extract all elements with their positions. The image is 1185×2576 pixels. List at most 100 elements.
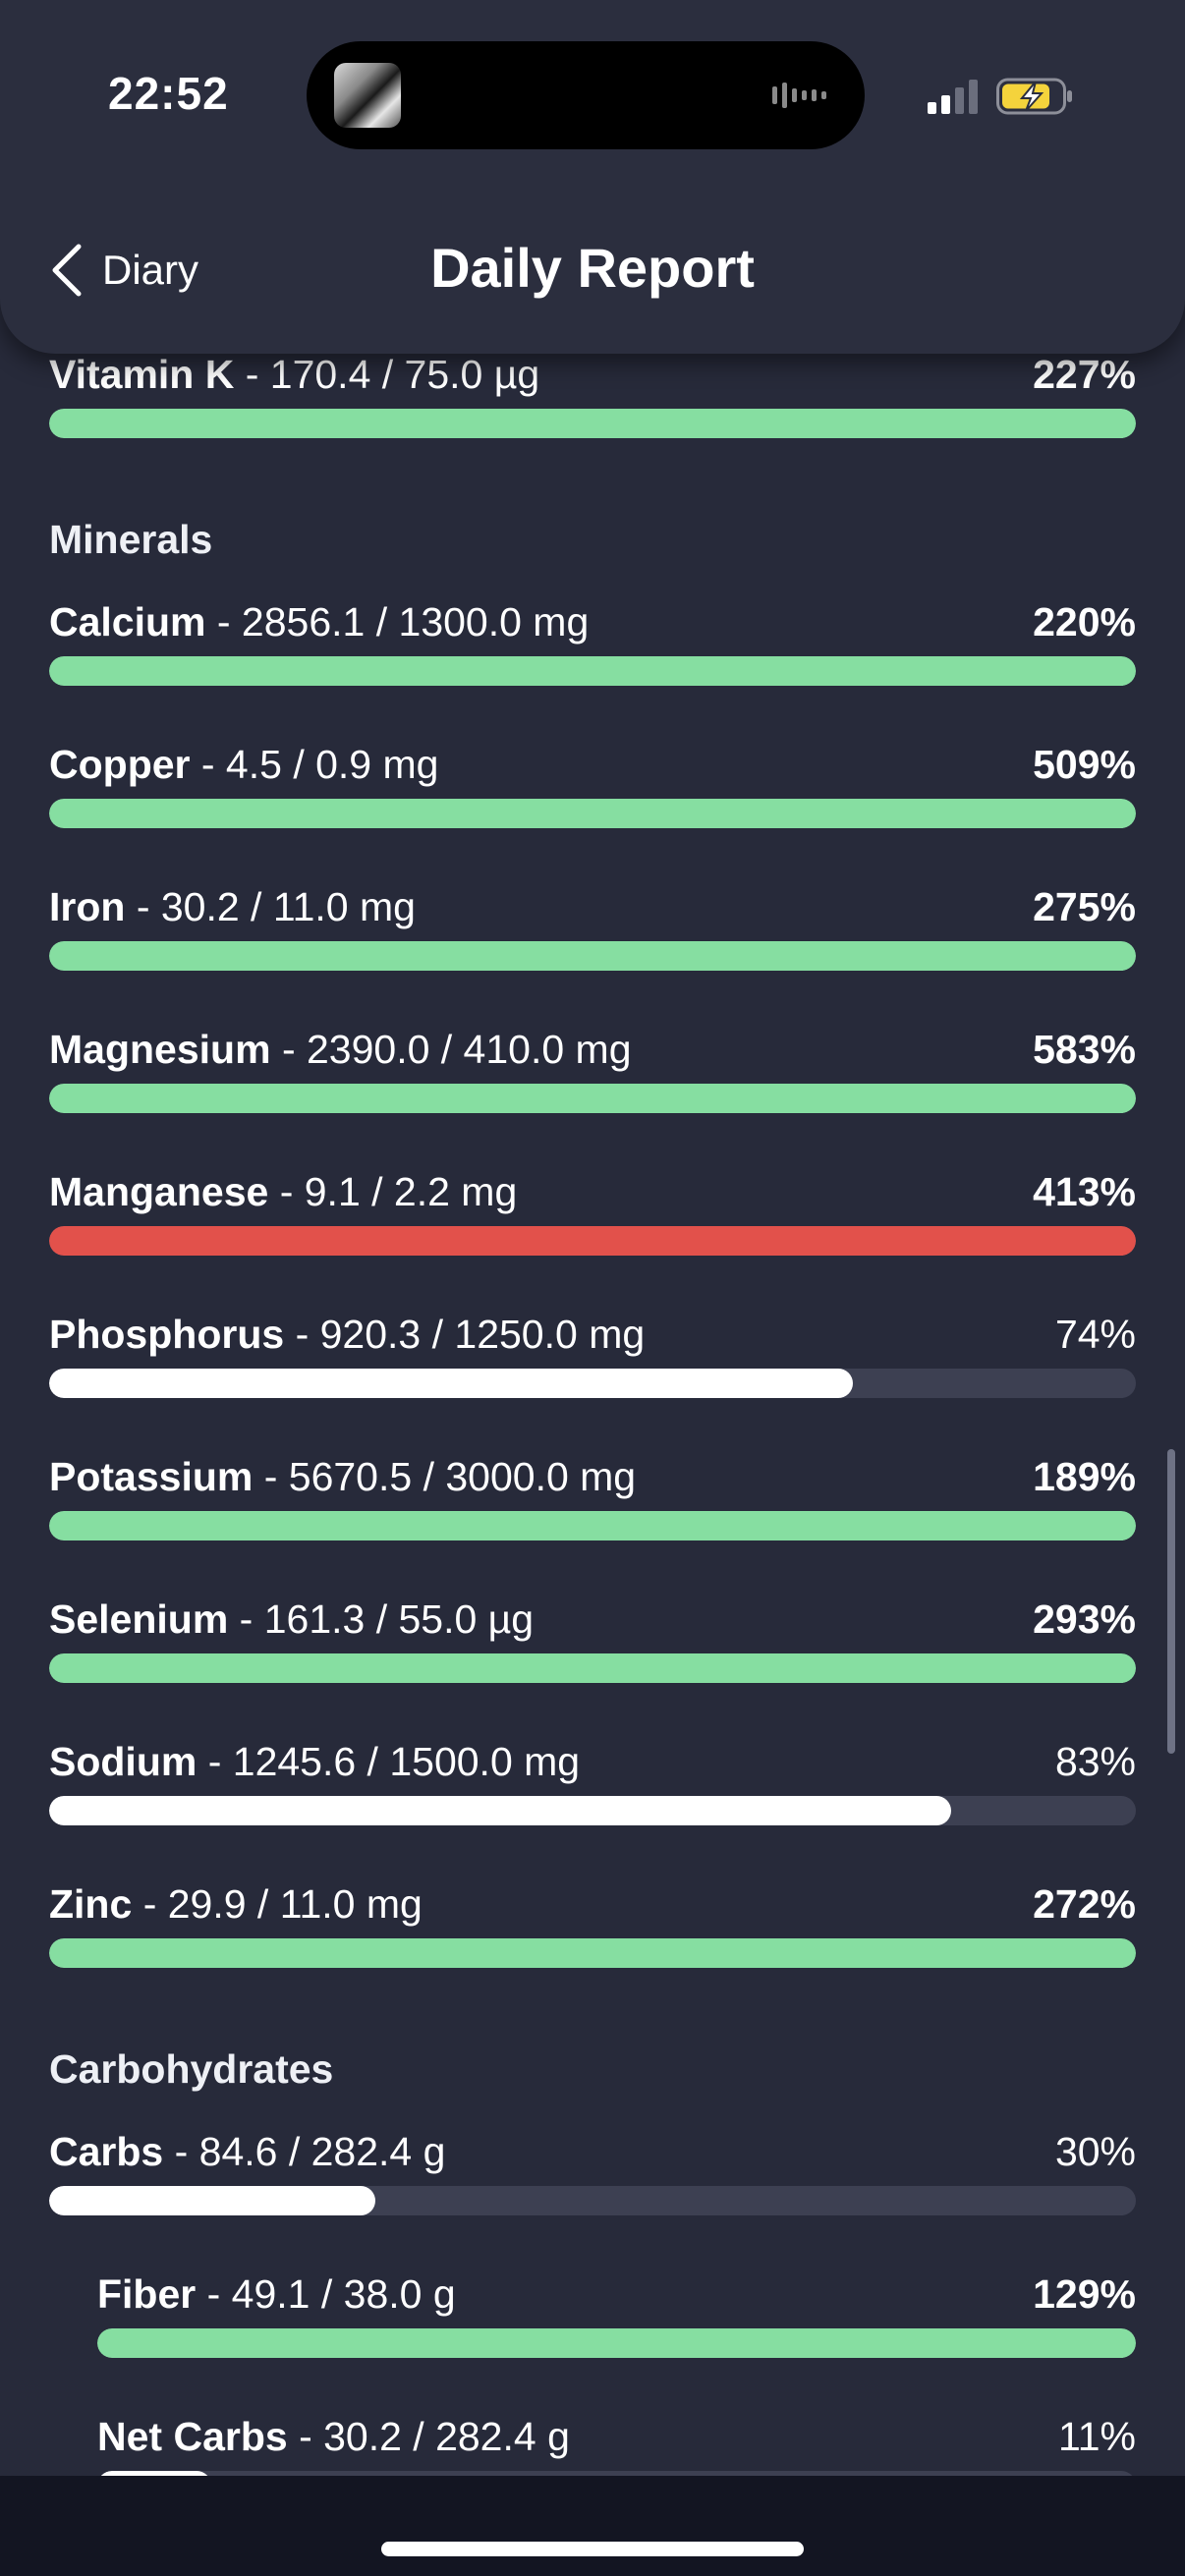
home-bar-area: [0, 2476, 1185, 2576]
progress-bar: [49, 2186, 1136, 2215]
progress-bar: [49, 1938, 1136, 1968]
nutrient-percent: 413%: [1033, 1169, 1136, 1214]
nutrient-amount: - 49.1 / 38.0 g: [196, 2271, 456, 2317]
nutrient-amount: - 161.3 / 55.0 µg: [228, 1596, 535, 1642]
progress-bar: [97, 2471, 1136, 2476]
nutrient-amount: - 2390.0 / 410.0 mg: [270, 1027, 632, 1072]
nutrient-row-iron: Iron - 30.2 / 11.0 mg 275%: [49, 884, 1136, 971]
progress-bar: [49, 1796, 1136, 1825]
nutrient-percent: 74%: [1054, 1312, 1136, 1357]
nutrient-row-copper: Copper - 4.5 / 0.9 mg 509%: [49, 742, 1136, 828]
progress-bar: [49, 1369, 1136, 1398]
nutrient-name: Net Carbs: [97, 2414, 288, 2459]
progress-fill: [49, 1938, 1136, 1968]
progress-fill: [49, 409, 1136, 438]
nutrient-amount: - 5670.5 / 3000.0 mg: [253, 1454, 637, 1499]
progress-fill: [49, 1511, 1136, 1540]
progress-fill: [49, 1796, 951, 1825]
progress-fill: [49, 656, 1136, 686]
chevron-left-icon: [52, 244, 82, 297]
progress-fill: [49, 941, 1136, 971]
nutrient-row-potassium: Potassium - 5670.5 / 3000.0 mg 189%: [49, 1454, 1136, 1540]
progress-bar: [49, 1511, 1136, 1540]
progress-fill: [49, 2186, 375, 2215]
nutrient-percent: 293%: [1033, 1596, 1136, 1642]
page-title: Daily Report: [430, 237, 755, 299]
nutrient-name: Phosphorus: [49, 1312, 285, 1357]
nutrient-amount: - 170.4 / 75.0 µg: [234, 352, 540, 397]
progress-bar: [49, 799, 1136, 828]
nutrient-row-phosphorus: Phosphorus - 920.3 / 1250.0 mg 74%: [49, 1312, 1136, 1398]
progress-bar: [49, 941, 1136, 971]
nutrient-amount: - 29.9 / 11.0 mg: [132, 1881, 423, 1927]
status-time: 22:52: [108, 68, 229, 119]
nutrient-amount: - 30.2 / 282.4 g: [287, 2414, 570, 2459]
progress-bar: [49, 1653, 1136, 1683]
nutrient-name: Magnesium: [49, 1027, 271, 1072]
cellular-signal-icon: [928, 80, 978, 114]
nutrient-amount: - 2856.1 / 1300.0 mg: [205, 599, 590, 644]
nutrient-row-net-carbs: Net Carbs - 30.2 / 282.4 g 11%: [97, 2414, 1136, 2476]
nutrient-percent: 129%: [1033, 2271, 1136, 2317]
nutrient-amount: - 30.2 / 11.0 mg: [125, 884, 416, 929]
nutrient-amount: - 9.1 / 2.2 mg: [268, 1169, 518, 1214]
nutrient-percent: 220%: [1033, 599, 1136, 644]
nutrient-name: Vitamin K: [49, 352, 235, 397]
nutrient-amount: - 4.5 / 0.9 mg: [190, 742, 439, 787]
section-title-minerals: Minerals: [49, 517, 213, 562]
nutrient-percent: 227%: [1033, 352, 1136, 397]
nutrient-name: Sodium: [49, 1739, 198, 1784]
home-indicator[interactable]: [381, 2542, 804, 2556]
nutrient-name: Calcium: [49, 599, 206, 644]
nutrient-name: Fiber: [97, 2271, 197, 2317]
nutrient-percent: 583%: [1033, 1027, 1136, 1072]
progress-fill: [49, 1653, 1136, 1683]
back-button[interactable]: Diary: [49, 236, 198, 305]
nutrient-percent: 272%: [1033, 1881, 1136, 1927]
progress-fill: [97, 2328, 1136, 2358]
nutrient-name: Zinc: [49, 1881, 133, 1927]
nutrient-name: Copper: [49, 742, 191, 787]
nutrient-percent: 83%: [1054, 1739, 1136, 1784]
nutrient-name: Selenium: [49, 1596, 229, 1642]
nutrient-name: Potassium: [49, 1454, 254, 1499]
nutrient-name: Carbs: [49, 2129, 164, 2174]
nutrient-amount: - 920.3 / 1250.0 mg: [284, 1312, 646, 1357]
nutrient-row-calcium: Calcium - 2856.1 / 1300.0 mg 220%: [49, 599, 1136, 686]
nutrient-row-sodium: Sodium - 1245.6 / 1500.0 mg 83%: [49, 1739, 1136, 1825]
nav-header: 22:52 Diary: [0, 0, 1185, 354]
progress-fill: [49, 1084, 1136, 1113]
nutrient-row-fiber: Fiber - 49.1 / 38.0 g 129%: [97, 2271, 1136, 2358]
progress-bar: [49, 1084, 1136, 1113]
scroll-indicator: [1167, 1449, 1175, 1754]
progress-bar: [49, 409, 1136, 438]
nutrient-row-magnesium: Magnesium - 2390.0 / 410.0 mg 583%: [49, 1027, 1136, 1113]
nutrient-row-manganese: Manganese - 9.1 / 2.2 mg 413%: [49, 1169, 1136, 1256]
nutrient-percent: 509%: [1033, 742, 1136, 787]
nutrient-row-carbs: Carbs - 84.6 / 282.4 g 30%: [49, 2129, 1136, 2215]
audio-waveform-icon: [772, 83, 826, 108]
nutrient-percent: 30%: [1054, 2129, 1136, 2174]
status-bar: 22:52: [0, 0, 1185, 187]
section-title-carbohydrates: Carbohydrates: [49, 2046, 334, 2092]
nutrient-percent: 189%: [1033, 1454, 1136, 1499]
nutrient-row-vitamin-k: Vitamin K - 170.4 / 75.0 µg 227%: [49, 352, 1136, 438]
back-button-label: Diary: [102, 247, 199, 293]
report-scroll-area[interactable]: Vitamin K - 170.4 / 75.0 µg 227% Minerals…: [0, 0, 1185, 2476]
battery-charging-icon: [996, 78, 1072, 115]
nutrient-name: Manganese: [49, 1169, 269, 1214]
nutrient-amount: - 1245.6 / 1500.0 mg: [197, 1739, 581, 1784]
progress-bar: [97, 2328, 1136, 2358]
media-thumbnail: [334, 63, 401, 128]
nutrient-name: Iron: [49, 884, 126, 929]
dynamic-island[interactable]: [307, 41, 865, 149]
progress-bar: [49, 1226, 1136, 1256]
progress-fill: [49, 799, 1136, 828]
nutrient-amount: - 84.6 / 282.4 g: [163, 2129, 446, 2174]
nutrient-row-zinc: Zinc - 29.9 / 11.0 mg 272%: [49, 1881, 1136, 1968]
nutrient-percent: 11%: [1057, 2414, 1136, 2459]
progress-fill: [49, 1369, 854, 1398]
nutrient-row-selenium: Selenium - 161.3 / 55.0 µg 293%: [49, 1596, 1136, 1683]
progress-bar: [49, 656, 1136, 686]
nutrient-percent: 275%: [1033, 884, 1136, 929]
